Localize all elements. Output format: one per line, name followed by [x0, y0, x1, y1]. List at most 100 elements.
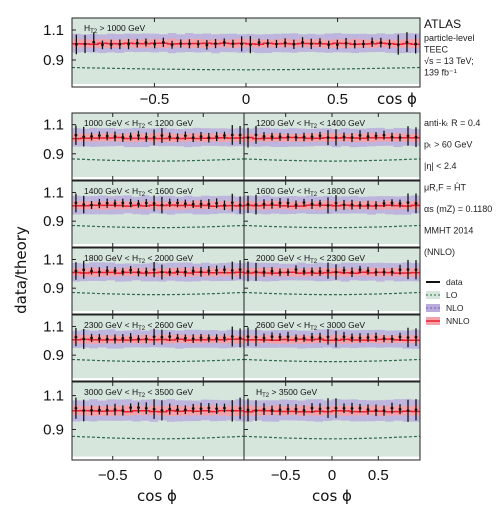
- data-point: [294, 203, 298, 207]
- nnlo-band-bin: [314, 133, 324, 142]
- data-point: [390, 406, 394, 410]
- panel-2: 1200 GeV < HT2 < 1400 GeV: [243, 112, 421, 181]
- data-point: [105, 269, 109, 273]
- data-point: [223, 134, 226, 137]
- data-point: [302, 409, 306, 412]
- data-point: [358, 268, 362, 272]
- data-point: [292, 42, 296, 46]
- data-point: [294, 407, 298, 411]
- panel-0: HT2 > 1000 GeV: [71, 17, 421, 88]
- info-line: MMHT 2014: [424, 226, 473, 236]
- data-point: [294, 135, 298, 139]
- data-point: [278, 135, 282, 139]
- data-point: [318, 41, 322, 44]
- data-point: [286, 335, 290, 339]
- data-point: [283, 41, 287, 45]
- data-point: [160, 203, 164, 207]
- data-point: [262, 270, 266, 274]
- lo-line: [243, 158, 421, 162]
- data-point: [135, 41, 139, 45]
- data-point: [82, 268, 86, 272]
- data-point: [74, 406, 78, 410]
- data-point: [90, 336, 93, 340]
- info-line: μR,F = ĤT: [424, 183, 466, 193]
- nnlo-band-bin: [367, 267, 376, 277]
- data-point: [366, 408, 370, 411]
- info-line: αs (mZ) = 0.1180: [424, 204, 492, 214]
- x-axis-title: cos ϕ: [312, 487, 352, 505]
- nnlo-band-bin: [192, 200, 201, 210]
- panel-label: 1000 GeV < HT2 < 1200 GeV: [84, 118, 193, 130]
- data-point: [366, 269, 370, 273]
- data-point: [382, 133, 386, 137]
- panel-7: 2300 GeV < HT2 < 2600 GeV: [71, 314, 245, 382]
- data-point: [137, 337, 140, 341]
- data-point: [215, 337, 219, 340]
- data-point: [398, 202, 402, 205]
- data-point: [137, 270, 140, 274]
- nnlo-band-bin: [192, 405, 201, 416]
- data-point: [207, 202, 211, 206]
- data-point: [310, 270, 314, 274]
- lo-line: [71, 158, 245, 162]
- data-point: [152, 201, 156, 205]
- data-point: [74, 269, 78, 273]
- data-point: [129, 268, 133, 272]
- data-point: [254, 133, 258, 137]
- data-point: [342, 406, 346, 410]
- data-point: [246, 270, 250, 273]
- data-point: [334, 201, 338, 205]
- data-point: [90, 135, 93, 138]
- legend-swatch-lo: [426, 291, 440, 299]
- data-point: [286, 201, 290, 205]
- data-point: [374, 335, 378, 339]
- data-point: [246, 202, 250, 206]
- data-point: [82, 135, 86, 139]
- info-line: |η| < 2.4: [424, 161, 456, 171]
- legend-data: data: [426, 277, 463, 287]
- data-point: [374, 408, 378, 412]
- x-tick-label: −0.5: [140, 91, 170, 108]
- data-point: [326, 136, 330, 139]
- data-point: [358, 133, 362, 137]
- data-point: [127, 42, 130, 46]
- info-experiment: ATLAS: [424, 17, 461, 31]
- data-point: [266, 41, 270, 45]
- data-point: [414, 135, 418, 139]
- lo-line: [243, 358, 421, 363]
- data-point: [223, 336, 226, 340]
- data-point: [358, 406, 362, 410]
- data-point: [379, 41, 383, 45]
- data-point: [90, 269, 93, 273]
- data-point: [318, 134, 322, 138]
- panel-9: 3000 GeV < HT2 < 3500 GeV: [71, 381, 245, 461]
- data-point: [160, 335, 164, 339]
- data-point: [398, 335, 402, 339]
- nnlo-line: [244, 204, 420, 207]
- lo-line: [243, 291, 421, 296]
- data-point: [231, 42, 235, 46]
- data-point: [270, 135, 274, 139]
- data-point: [183, 134, 187, 138]
- data-point: [390, 270, 394, 274]
- data-point: [152, 268, 156, 272]
- data-point: [176, 201, 179, 205]
- data-point: [118, 42, 122, 46]
- data-point: [342, 203, 346, 207]
- lo-line: [71, 358, 245, 363]
- x-tick-label: 0: [328, 467, 336, 484]
- data-point: [406, 409, 410, 413]
- data-point: [137, 134, 140, 137]
- data-point: [334, 270, 338, 274]
- data-point: [238, 268, 242, 271]
- data-point: [121, 201, 125, 205]
- data-point: [398, 268, 402, 272]
- data-point: [199, 270, 203, 274]
- panel-label: HT2 > 1000 GeV: [84, 23, 145, 35]
- nnlo-band-bin: [192, 133, 201, 142]
- data-point: [191, 337, 195, 340]
- data-point: [183, 408, 187, 412]
- nnlo-band-bin: [270, 267, 280, 277]
- data-point: [97, 202, 101, 205]
